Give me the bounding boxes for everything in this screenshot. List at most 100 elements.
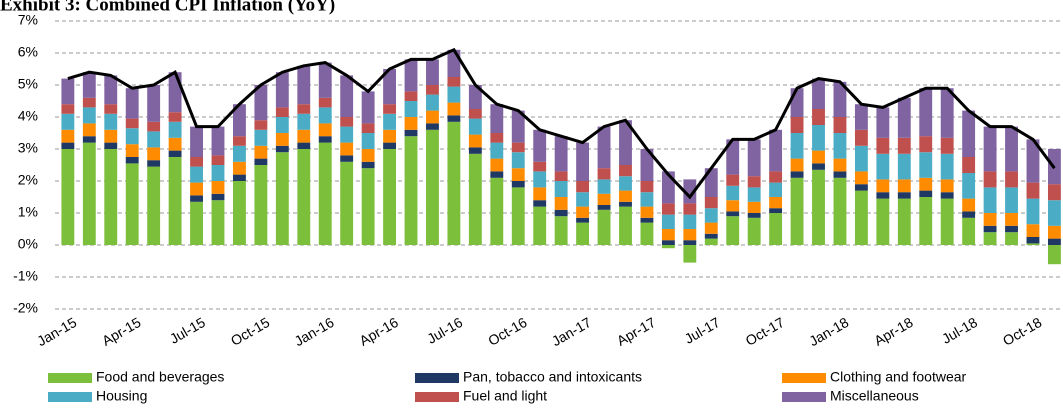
bar-segment: [683, 203, 697, 215]
bar-segment: [104, 75, 118, 105]
bar-segment: [854, 129, 868, 146]
bar-segment: [640, 149, 654, 181]
bar-segment: [769, 197, 783, 209]
bar-segment: [790, 133, 804, 159]
bar-segment: [661, 203, 675, 215]
bar-segment: [254, 158, 268, 165]
bar-segment: [533, 129, 547, 162]
bar-segment: [597, 209, 611, 245]
bar-segment: [318, 142, 332, 245]
bar-segment: [61, 129, 75, 143]
bar-segment: [190, 182, 203, 196]
x-tick-label: Jul-16: [424, 314, 465, 347]
bar-segment: [940, 179, 954, 193]
bar-segment: [490, 171, 504, 178]
bar-segment: [426, 94, 439, 111]
bar-segment: [812, 169, 825, 245]
bar-segment: [833, 133, 847, 159]
bar-segment: [383, 104, 397, 114]
bar-segment: [297, 129, 311, 143]
bar-segment: [533, 187, 547, 201]
bar-segment: [361, 123, 375, 133]
bar-segment: [533, 171, 547, 188]
bar-segment: [1005, 126, 1018, 172]
bar-segment: [1005, 187, 1018, 213]
bar-segment: [168, 150, 182, 157]
bar-segment: [233, 181, 246, 245]
bar-segment: [747, 139, 761, 177]
bar-segment: [747, 217, 761, 245]
bar-segment: [383, 142, 397, 149]
bar-segment: [426, 123, 439, 130]
bar-segment: [147, 160, 161, 167]
bar-segment: [983, 225, 997, 233]
bar-segment: [983, 126, 997, 172]
bar-segment: [661, 240, 675, 245]
bar-segment: [554, 171, 568, 181]
bar-segment: [919, 88, 933, 137]
bar-segment: [426, 85, 439, 95]
bar-segment: [1026, 224, 1040, 237]
legend-swatch: [782, 392, 826, 402]
bar-segment: [812, 163, 825, 170]
bar-segment: [361, 149, 375, 162]
bar-segment: [769, 213, 783, 245]
bar-segment: [404, 101, 418, 117]
bar-segment: [468, 85, 482, 109]
bar-segment: [661, 214, 675, 229]
bar-segment: [597, 168, 611, 180]
bar-segment: [82, 142, 96, 245]
bar-segment: [147, 166, 161, 245]
bar-segment: [82, 72, 96, 98]
bar-segment: [726, 216, 740, 245]
bar-segment: [661, 245, 675, 249]
bar-segment: [619, 201, 632, 207]
x-tick-label: Oct-15: [228, 314, 273, 349]
y-tick-label: 5%: [18, 76, 38, 92]
bar-segment: [125, 157, 139, 164]
bar-segment: [1047, 238, 1061, 245]
bar-segment: [147, 85, 161, 122]
bar-segment: [554, 136, 568, 172]
bar-segment: [683, 214, 697, 229]
bar-segment: [233, 104, 246, 137]
bar-segment: [190, 157, 203, 167]
bar-segment: [790, 88, 804, 117]
bar-segment: [82, 97, 96, 108]
bar-segment: [125, 118, 139, 129]
bar-segment: [619, 206, 632, 245]
bar-segment: [211, 200, 225, 245]
x-tick-label: Jan-17: [549, 314, 594, 349]
x-tick-label: Oct-17: [743, 314, 788, 349]
bar-segment: [983, 213, 997, 226]
bar-segment: [447, 77, 461, 87]
bar-segment: [1047, 225, 1061, 239]
bar-segment: [318, 136, 332, 143]
bar-segment: [876, 107, 890, 138]
total-line: [67, 47, 1056, 200]
bar-segment: [940, 88, 954, 138]
bar-segment: [790, 117, 804, 133]
bar-segment: [919, 136, 933, 153]
bar-segment: [61, 78, 75, 105]
bar-segment: [125, 128, 139, 145]
bar-segment: [82, 136, 96, 143]
bar-segment: [919, 197, 933, 245]
bar-segment: [297, 142, 311, 149]
bar-segment: [211, 165, 225, 181]
bar-segment: [640, 192, 654, 207]
bar-segment: [147, 121, 161, 132]
bar-segment: [254, 120, 268, 130]
bar-segment: [812, 78, 825, 109]
bar-segment: [147, 147, 161, 161]
bar-segment: [254, 129, 268, 146]
x-tick-label: Oct-16: [485, 314, 530, 349]
bar-segment: [833, 117, 847, 133]
bar-segment: [683, 245, 697, 263]
bar-segment: [940, 137, 954, 154]
bar-segment: [576, 222, 590, 245]
bar-segment: [1047, 245, 1061, 265]
bar-segment: [919, 190, 933, 197]
bar-segment: [383, 149, 397, 245]
bar-segment: [704, 197, 718, 209]
